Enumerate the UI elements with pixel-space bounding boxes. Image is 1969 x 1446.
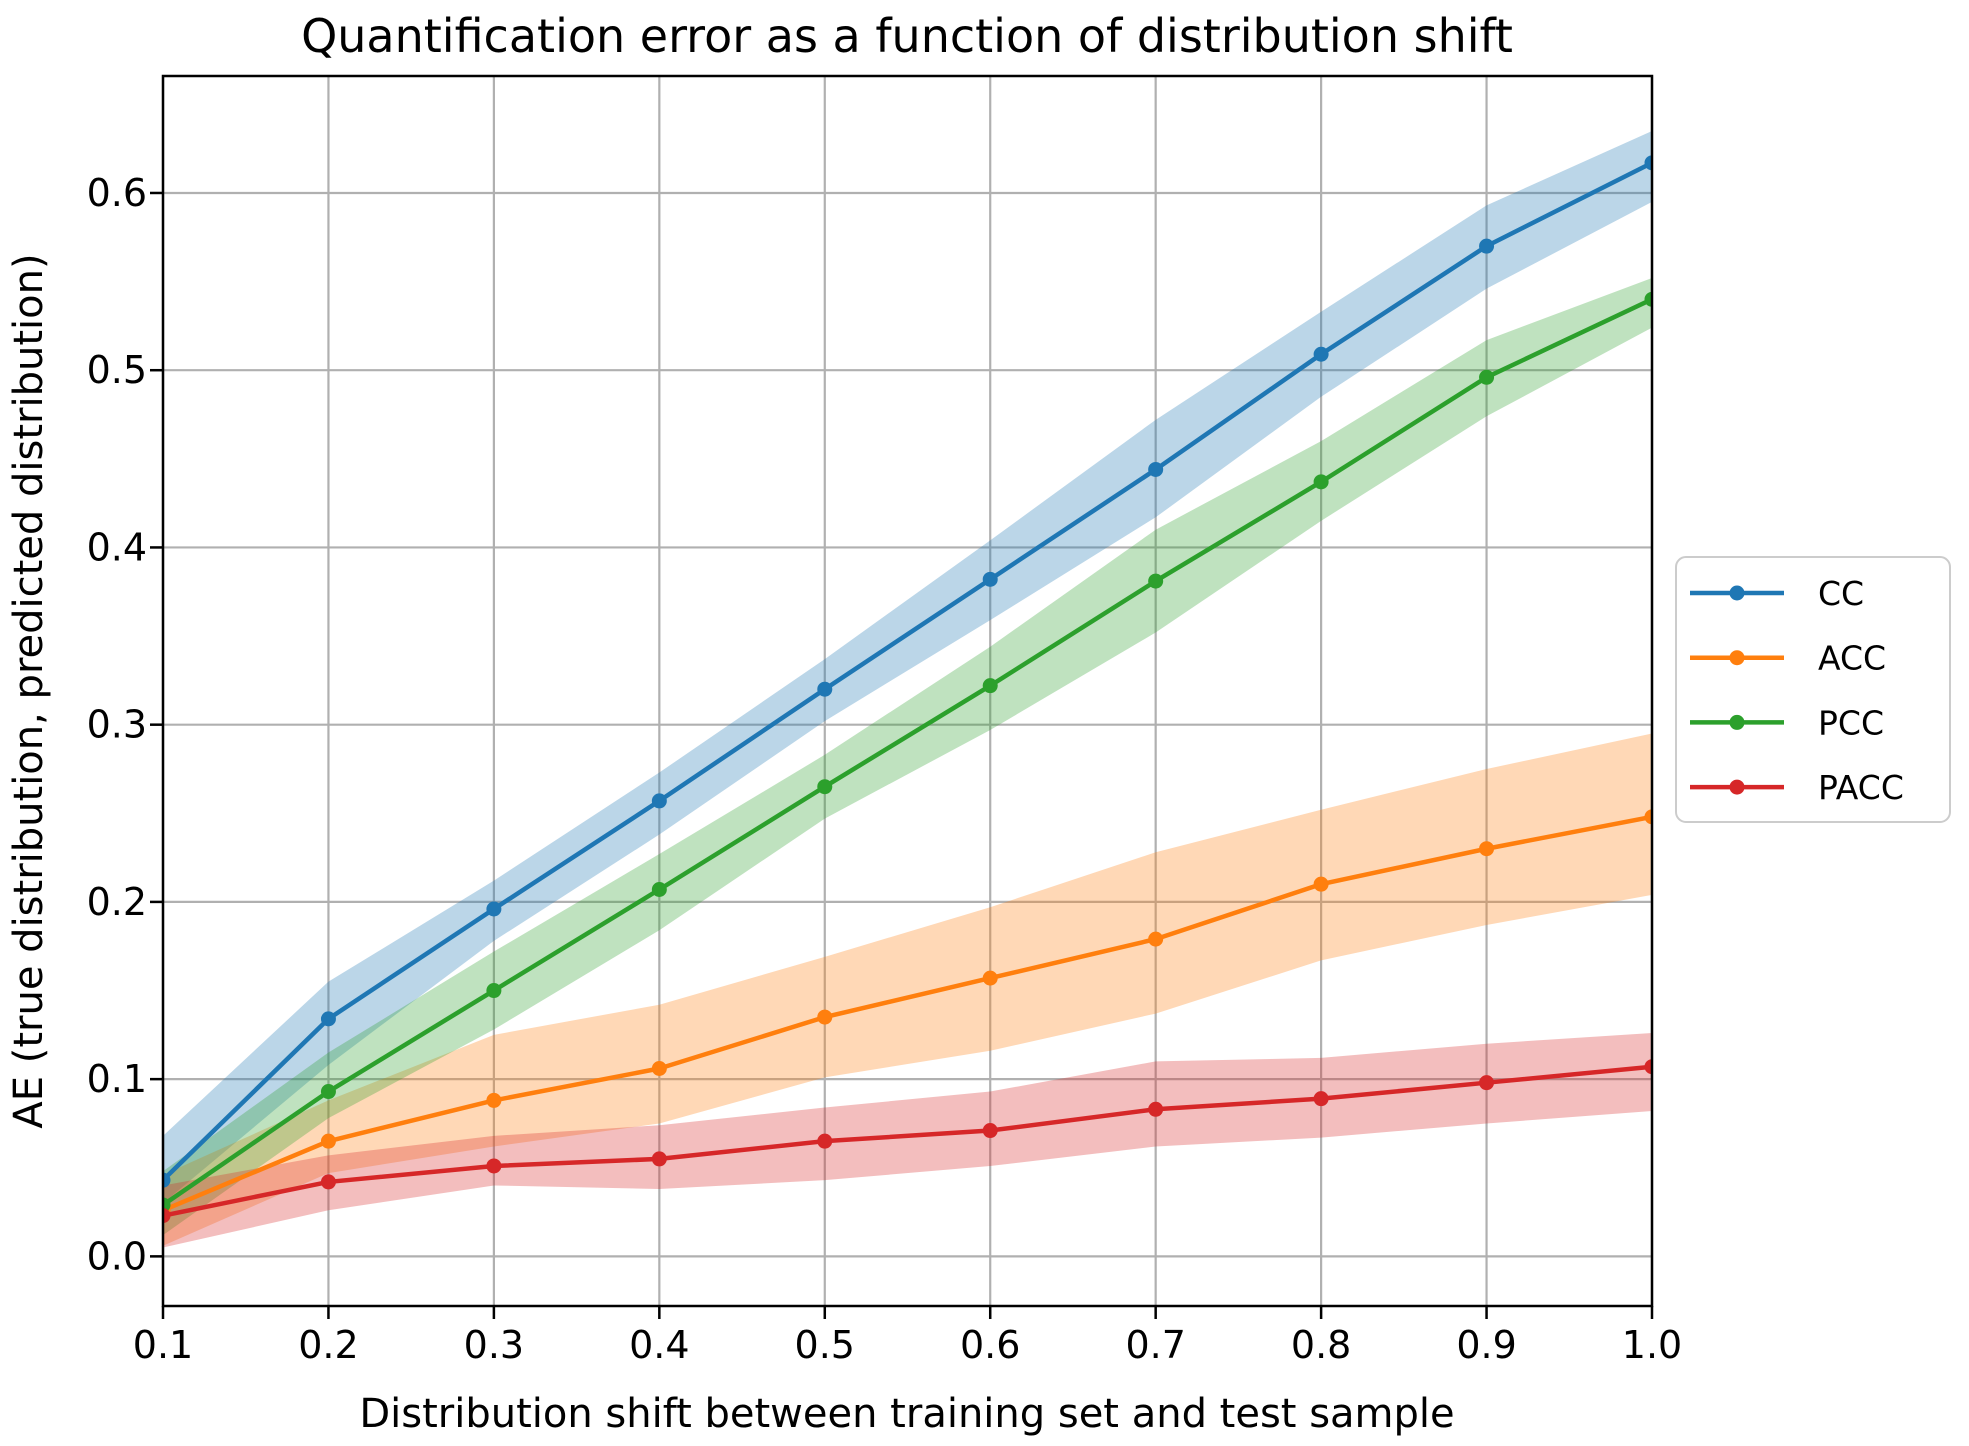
data-point-PCC (817, 779, 833, 795)
data-point-ACC (1148, 931, 1164, 947)
legend-label: PCC (1818, 703, 1884, 742)
legend-label: PACC (1818, 768, 1904, 807)
legend-item-PCC: PCC (1690, 703, 1884, 742)
data-point-PCC (651, 882, 667, 898)
data-point-CC (982, 571, 998, 587)
data-point-CC (1479, 238, 1495, 254)
data-point-PCC (1148, 573, 1164, 589)
legend-item-CC: CC (1690, 574, 1864, 613)
axes-background (163, 76, 1652, 1306)
x-axis-label: Distribution shift between training set … (359, 1391, 1454, 1437)
data-point-PCC (1644, 291, 1652, 307)
x-tick-label: 0.8 (1291, 1323, 1351, 1367)
data-point-CC (163, 1172, 171, 1188)
x-tick-label: 0.1 (133, 1323, 193, 1367)
legend-marker-dot (1729, 650, 1745, 666)
legend-box (1675, 556, 1951, 823)
axes-spines (161, 74, 1654, 1308)
y-tick-label: 0.3 (87, 703, 147, 747)
legend-item-PACC: PACC (1690, 768, 1904, 807)
data-point-ACC (1479, 841, 1495, 857)
data-point-PACC (486, 1158, 502, 1174)
data-point-CC (486, 901, 502, 917)
y-tick-label: 0.5 (87, 348, 147, 392)
legend-label: CC (1818, 574, 1864, 613)
series-band-ACC (163, 733, 1652, 1246)
data-point-PACC (320, 1174, 336, 1190)
y-tick-label: 0.2 (87, 880, 147, 924)
data-point-PACC (1479, 1075, 1495, 1091)
data-point-CC (1148, 461, 1164, 477)
legend-label: ACC (1818, 639, 1886, 678)
data-point-PACC (651, 1151, 667, 1167)
x-tick-label: 0.9 (1456, 1323, 1516, 1367)
x-tick-label: 0.5 (795, 1323, 855, 1367)
data-point-CC (817, 681, 833, 697)
legend: CC ACC PCC PACC (1675, 556, 1951, 823)
chart-title: Quantification error as a function of di… (301, 9, 1513, 63)
data-point-PCC (1313, 474, 1329, 490)
confidence-bands (163, 130, 1652, 1248)
data-point-CC (320, 1011, 336, 1027)
data-point-ACC (982, 970, 998, 986)
x-tick-label: 0.6 (960, 1323, 1020, 1367)
data-point-PCC (320, 1084, 336, 1100)
series-lines (163, 155, 1652, 1224)
data-point-CC (1313, 346, 1329, 362)
data-point-ACC (817, 1009, 833, 1025)
y-tick-label: 0.0 (87, 1234, 147, 1278)
data-point-PACC (982, 1123, 998, 1139)
data-point-ACC (1313, 876, 1329, 892)
legend-marker-dot (1729, 779, 1745, 795)
x-tick-label: 0.7 (1125, 1323, 1185, 1367)
data-point-ACC (320, 1133, 336, 1149)
series-line-PCC (163, 297, 1652, 1208)
y-axis-label: AE (true distribution, predicted distrib… (6, 253, 52, 1128)
data-point-CC (651, 793, 667, 809)
legend-item-ACC: ACC (1690, 639, 1886, 678)
data-point-PCC (486, 983, 502, 999)
x-tick-label: 0.2 (298, 1323, 358, 1367)
series-line-ACC (163, 814, 1652, 1213)
data-point-ACC (651, 1061, 667, 1077)
data-point-PACC (1644, 1059, 1652, 1075)
series-band-PCC (163, 278, 1652, 1236)
x-tick-label: 1.0 (1622, 1323, 1682, 1367)
data-point-ACC (486, 1092, 502, 1108)
y-tick-label: 0.6 (87, 171, 147, 215)
x-tick-label: 0.3 (464, 1323, 524, 1367)
legend-marker-dot (1729, 714, 1745, 730)
series-line-CC (163, 160, 1652, 1183)
series-band-CC (163, 130, 1652, 1204)
data-point-PCC (982, 678, 998, 694)
y-tick-label: 0.4 (87, 525, 147, 569)
data-point-ACC (1644, 809, 1652, 825)
x-tick-label: 0.4 (629, 1323, 689, 1367)
data-point-PACC (163, 1208, 171, 1224)
series-band-PACC (163, 1033, 1652, 1248)
data-point-PCC (1479, 369, 1495, 385)
ticks (150, 191, 1654, 1319)
series-line-PACC (163, 1064, 1652, 1218)
data-point-PACC (817, 1133, 833, 1149)
data-point-PACC (1313, 1091, 1329, 1107)
y-tick-label: 0.1 (87, 1057, 147, 1101)
data-point-CC (1644, 155, 1652, 171)
legend-marker-dot (1729, 585, 1745, 601)
data-point-PACC (1148, 1101, 1164, 1117)
